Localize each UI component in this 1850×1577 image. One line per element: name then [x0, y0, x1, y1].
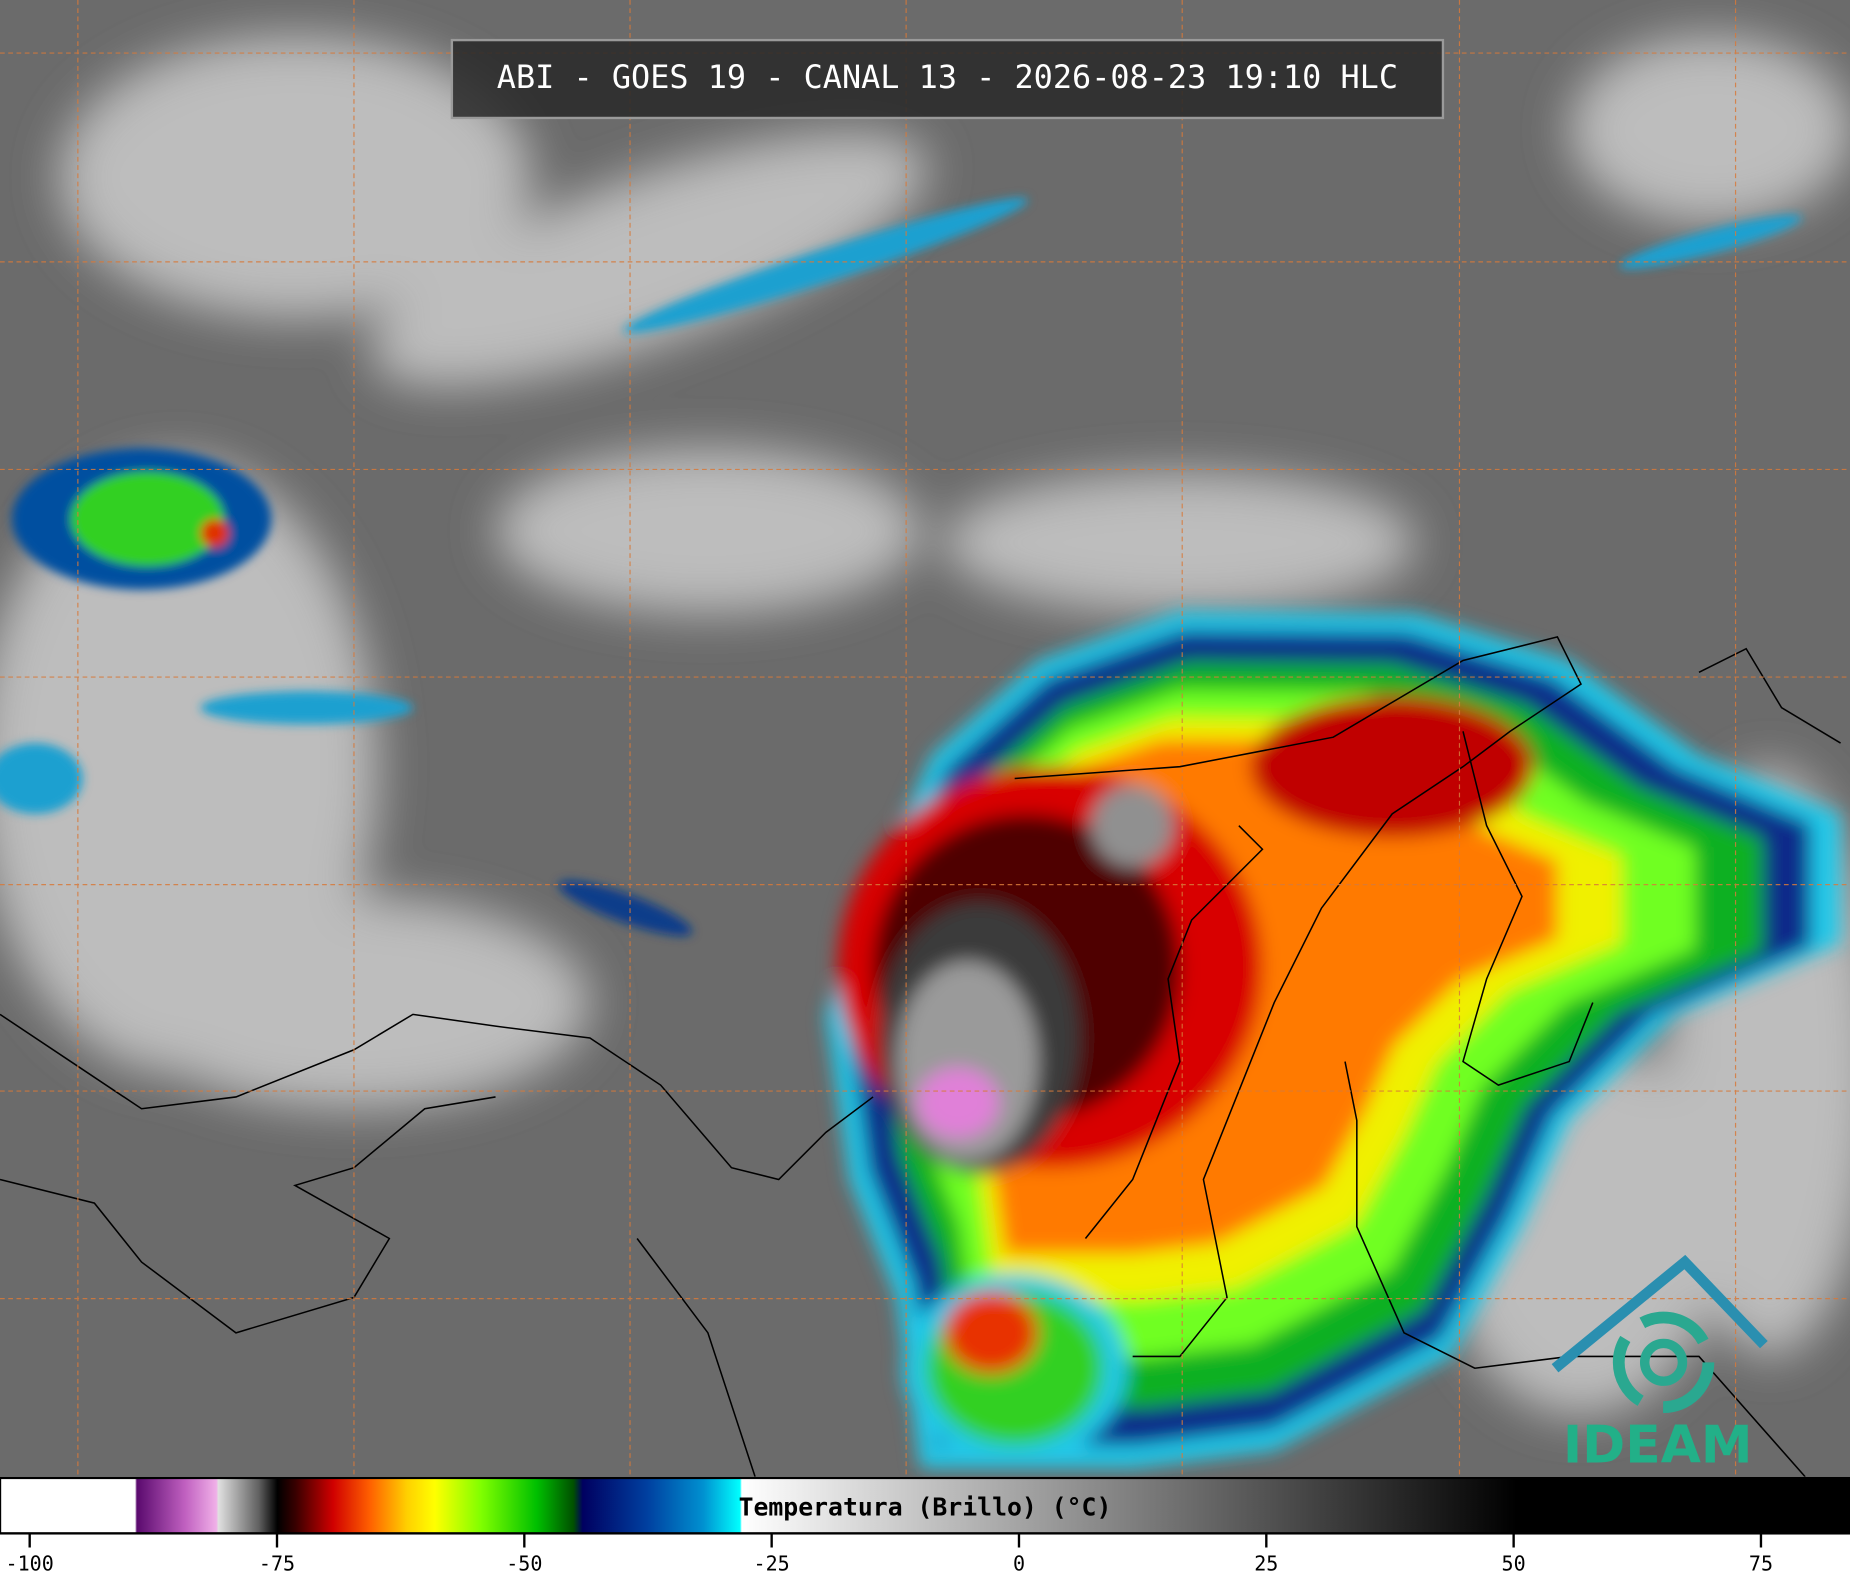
colorbar-tick-label: -25	[754, 1552, 790, 1576]
colorbar	[0, 1476, 1850, 1535]
logo-text: IDEAM	[1563, 1415, 1753, 1475]
logo: IDEAM	[1551, 1254, 1768, 1475]
borders	[0, 636, 1841, 1478]
convective-system	[825, 610, 1841, 1469]
colorbar-tick-label: -75	[259, 1552, 295, 1576]
title-box	[450, 38, 1445, 120]
cold-cloud-bands	[0, 197, 1803, 936]
colorbar-tick-label: 50	[1502, 1552, 1526, 1576]
colorbar-tick-label: 0	[1013, 1552, 1025, 1576]
colorbar-tick-label: -100	[6, 1552, 54, 1576]
colorbar-tick-label: 75	[1749, 1552, 1773, 1576]
lat-lon-grid	[0, 0, 1850, 1477]
colorbar-tick-label: -50	[506, 1552, 542, 1576]
title: ABI - GOES 19 - CANAL 13 - 2026-08-23 19…	[497, 58, 1398, 96]
colorbar-label: Temperatura (Brillo) (°C)	[739, 1493, 1112, 1522]
colorbar-tick-label: 25	[1254, 1552, 1278, 1576]
